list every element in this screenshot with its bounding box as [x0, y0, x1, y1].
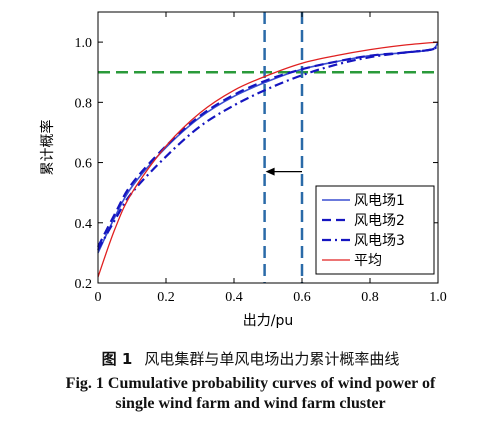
- y-tick-label: 1.0: [75, 36, 93, 51]
- x-axis-label: 出力/pu: [243, 313, 293, 329]
- legend: 风电场1 风电场2 风电场3 平均: [315, 185, 435, 275]
- plot-frame: [97, 11, 439, 284]
- caption-chinese: 图 1 风电集群与单风电场出力累计概率曲线: [0, 348, 501, 369]
- x-tick-label: 0.4: [225, 290, 243, 305]
- series-line-4: [97, 41, 439, 278]
- legend-label-1: 风电场1: [354, 193, 405, 209]
- legend-label-3: 风电场3: [354, 233, 405, 249]
- caption-english: Fig. 1 Cumulative probability curves of …: [0, 374, 501, 414]
- arrow-head: [265, 167, 275, 176]
- y-tick-label: 0.8: [75, 96, 93, 111]
- legend-label-2: 风电场2: [354, 213, 405, 229]
- caption-en-line2: single wind farm and wind farm cluster: [115, 395, 386, 412]
- series-layer: [97, 41, 439, 278]
- caption-cn-text: 风电集群与单风电场出力累计概率曲线: [144, 350, 400, 368]
- x-tick-label: 0: [95, 290, 102, 305]
- legend-label-4: 平均: [354, 253, 382, 269]
- reference-lines: [98, 12, 438, 283]
- y-tick-label: 0.4: [75, 217, 93, 232]
- y-axis-label: 累计概率: [39, 120, 56, 176]
- x-tick-label: 0.8: [361, 290, 379, 305]
- y-tick-label: 0.2: [75, 277, 93, 292]
- chart: 0 0.2 0.4 0.6 0.8 1.00.20.40.60.81.0 出力/pu 累计…: [39, 11, 447, 329]
- x-tick-label: 0.2: [157, 290, 175, 305]
- caption-en-line1: Fig. 1 Cumulative probability curves of …: [65, 375, 436, 392]
- caption-cn-fig: 图 1: [101, 350, 133, 368]
- x-tick-label: 0.6: [293, 290, 311, 305]
- series-line-3: [97, 44, 439, 251]
- y-tick-label: 0.6: [75, 157, 93, 172]
- ticks: 0 0.2 0.4 0.6 0.8 1.00.20.40.60.81.0: [75, 12, 447, 305]
- x-tick-label: 1.0: [429, 290, 447, 305]
